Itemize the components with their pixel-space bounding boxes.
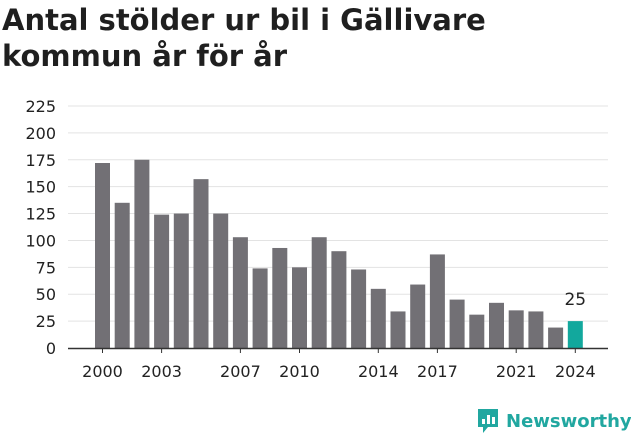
bar [528, 311, 544, 348]
bar [390, 311, 406, 348]
x-tick-label: 2003 [141, 362, 182, 381]
bar [292, 267, 307, 348]
x-tick-label: 2014 [358, 362, 399, 381]
y-tick-label: 175 [25, 151, 56, 170]
bar [429, 254, 445, 348]
newsworthy-logo[interactable]: Newsworthy [476, 407, 631, 435]
y-tick-label: 75 [36, 258, 56, 277]
y-tick-label: 150 [25, 178, 56, 197]
bar [508, 310, 524, 348]
bar [232, 237, 248, 348]
x-tick-label: 2000 [82, 362, 123, 381]
x-tick-label: 2024 [555, 362, 596, 381]
x-tick-label: 2017 [417, 362, 458, 381]
bar [489, 302, 504, 348]
y-tick-label: 100 [25, 231, 56, 250]
highlight-bar [567, 321, 583, 348]
bar [173, 213, 189, 348]
bar [114, 202, 130, 348]
x-tick-label: 2010 [279, 362, 320, 381]
highlight-value-label: 25 [564, 290, 586, 310]
bar [213, 213, 229, 348]
bar [311, 237, 327, 348]
bar [351, 269, 367, 348]
y-tick-label: 225 [25, 97, 56, 116]
bar [193, 179, 209, 348]
bar [272, 247, 288, 348]
bar [548, 327, 564, 348]
bar [331, 251, 347, 348]
bar [134, 159, 150, 348]
x-tick-label: 2021 [496, 362, 537, 381]
y-tick-label: 125 [25, 205, 56, 224]
bar [154, 214, 170, 348]
bar [410, 284, 426, 348]
bar [252, 268, 268, 348]
bar [95, 163, 110, 348]
x-tick-label: 2007 [220, 362, 261, 381]
bar [469, 314, 485, 348]
y-tick-label: 200 [25, 124, 56, 143]
y-tick-label: 50 [36, 285, 56, 304]
chart-title: Antal stölder ur bil i Gällivare kommun … [2, 3, 486, 73]
brand-name: Newsworthy [506, 410, 631, 432]
y-tick-label: 0 [46, 339, 56, 358]
bar [449, 299, 465, 348]
bar [370, 288, 386, 348]
newsworthy-logo-icon [478, 409, 498, 433]
y-tick-label: 25 [36, 312, 56, 331]
